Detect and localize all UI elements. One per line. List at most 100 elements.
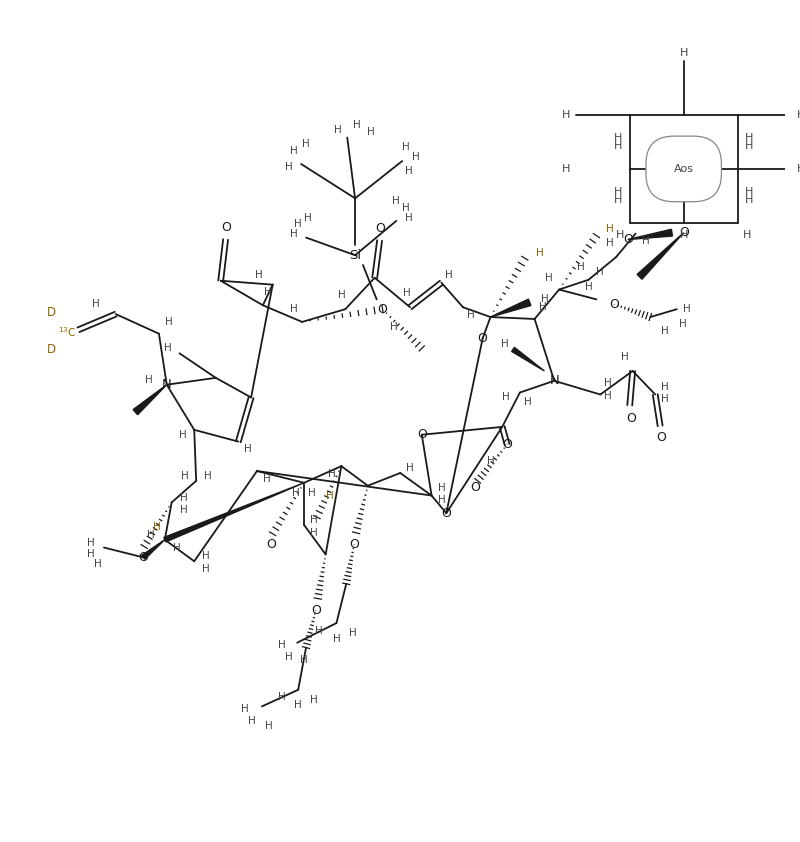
Text: H: H — [292, 488, 300, 498]
Text: H: H — [286, 653, 294, 663]
Text: H: H — [304, 213, 312, 223]
Text: H: H — [87, 538, 95, 547]
Text: H: H — [524, 397, 532, 408]
Text: H: H — [606, 238, 614, 248]
Text: H: H — [614, 195, 622, 205]
Text: H: H — [597, 267, 604, 277]
Text: H: H — [290, 147, 298, 157]
Text: H: H — [265, 721, 273, 731]
Text: H: H — [242, 705, 249, 714]
Text: H: H — [294, 701, 302, 711]
Text: H: H — [541, 295, 548, 304]
Text: H: H — [661, 326, 669, 336]
Text: H: H — [502, 392, 510, 402]
Text: H: H — [642, 237, 650, 247]
Text: H: H — [661, 381, 669, 392]
Text: H: H — [310, 695, 318, 705]
Text: H: H — [405, 213, 413, 223]
Text: H: H — [326, 491, 334, 500]
Text: H: H — [300, 655, 308, 665]
Text: H: H — [308, 488, 316, 498]
Text: O: O — [623, 233, 633, 246]
Text: O: O — [266, 538, 276, 552]
Text: H: H — [264, 286, 272, 296]
Text: H: H — [350, 628, 357, 638]
Text: H: H — [562, 164, 570, 174]
Text: H: H — [402, 203, 410, 213]
Text: H: H — [403, 289, 411, 298]
Text: O: O — [417, 429, 426, 441]
Text: O: O — [376, 222, 386, 235]
Text: H: H — [679, 48, 688, 58]
Text: H: H — [202, 552, 210, 562]
Text: O: O — [311, 604, 321, 617]
Text: H: H — [743, 230, 752, 240]
Text: H: H — [412, 152, 420, 163]
Text: H: H — [405, 166, 413, 176]
Text: N: N — [550, 375, 559, 387]
Text: H: H — [328, 469, 335, 479]
Text: H: H — [333, 634, 340, 644]
Text: H: H — [153, 522, 161, 532]
Text: H: H — [746, 187, 754, 197]
Text: H: H — [278, 640, 286, 650]
Text: D: D — [46, 343, 55, 356]
Text: H: H — [585, 281, 593, 291]
Text: H: H — [94, 559, 102, 569]
Polygon shape — [133, 385, 166, 415]
Polygon shape — [490, 299, 531, 317]
Text: H: H — [679, 230, 688, 240]
Text: Si: Si — [349, 248, 361, 262]
Text: H: H — [244, 445, 252, 455]
Text: H: H — [179, 505, 187, 515]
Text: H: H — [315, 626, 322, 636]
Text: D: D — [46, 306, 55, 318]
Text: O: O — [138, 551, 148, 564]
Text: N: N — [162, 378, 172, 392]
Text: H: H — [402, 142, 410, 152]
Text: H: H — [338, 290, 346, 301]
Text: H: H — [577, 262, 585, 272]
Text: H: H — [438, 482, 446, 493]
Text: H: H — [614, 187, 622, 197]
Text: H: H — [263, 474, 270, 484]
Text: H: H — [302, 140, 310, 149]
Polygon shape — [628, 229, 673, 239]
Text: H: H — [367, 126, 374, 136]
Text: H: H — [604, 378, 612, 388]
Text: H: H — [290, 304, 298, 314]
Text: O: O — [678, 226, 689, 239]
Text: H: H — [278, 691, 286, 701]
Text: H: H — [255, 269, 263, 280]
Text: O: O — [442, 507, 451, 520]
Text: H: H — [204, 471, 212, 481]
Text: H: H — [467, 310, 474, 320]
Text: H: H — [390, 322, 398, 332]
Text: O: O — [349, 538, 359, 552]
Text: Aos: Aos — [674, 164, 694, 174]
Text: H: H — [406, 463, 414, 473]
Text: H: H — [181, 471, 188, 481]
Text: H: H — [746, 141, 754, 151]
Text: O: O — [478, 332, 487, 345]
Text: H: H — [538, 302, 546, 312]
Text: H: H — [502, 338, 509, 349]
Text: H: H — [798, 164, 800, 174]
Text: H: H — [546, 273, 553, 283]
Text: H: H — [536, 248, 543, 258]
Text: H: H — [661, 394, 669, 404]
Text: H: H — [446, 269, 453, 280]
Text: H: H — [682, 304, 690, 314]
Text: H: H — [92, 299, 100, 309]
Text: O: O — [378, 302, 387, 316]
Text: H: H — [146, 375, 153, 385]
Text: H: H — [562, 110, 570, 120]
Text: H: H — [614, 133, 622, 143]
Text: O: O — [609, 298, 619, 311]
Text: H: H — [679, 319, 686, 329]
Text: H: H — [202, 564, 210, 574]
Text: H: H — [178, 429, 186, 440]
Text: H: H — [616, 230, 624, 240]
Text: O: O — [626, 412, 636, 424]
Text: H: H — [285, 162, 292, 172]
